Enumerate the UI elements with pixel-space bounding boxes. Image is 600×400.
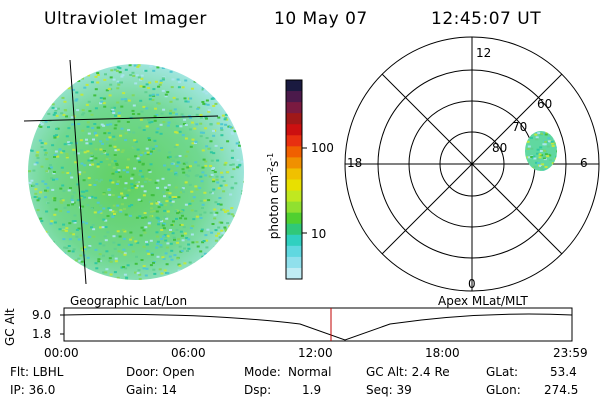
- mlt-label-0: 0: [468, 277, 476, 291]
- polar-aurora-patch: [525, 131, 557, 171]
- time-tick-1800: 18:00: [425, 346, 460, 360]
- mode-value: Normal: [288, 365, 332, 379]
- glat-value: 53.4: [550, 365, 577, 379]
- color-scale-bar: [285, 79, 303, 280]
- date-label: 10 May 07: [274, 9, 368, 29]
- orbit-ytick-9: 9.0: [32, 308, 52, 322]
- earth-disk-image: [23, 59, 244, 285]
- dsp-label: Dsp:: [244, 383, 272, 397]
- glon-label: GLon:: [486, 383, 521, 397]
- seq-info: Seq: 39: [366, 383, 412, 397]
- mlat-label-80: 80: [492, 141, 508, 155]
- colorbar-tick-10: 10: [311, 227, 327, 241]
- door-info: Door: Open: [126, 365, 195, 379]
- glon-value: 274.5: [544, 383, 579, 397]
- instrument-title: Ultraviolet Imager: [44, 9, 207, 29]
- mode-label: Mode:: [244, 365, 281, 379]
- dsp-value: 1.9: [302, 383, 322, 397]
- time-tick-1200: 12:00: [298, 346, 333, 360]
- mlat-label-60: 60: [537, 97, 553, 111]
- gc-alt-info: GC Alt: 2.4 Re: [366, 365, 450, 379]
- projection-left-label: Geographic Lat/Lon: [70, 294, 188, 308]
- orbit-ytick-1-8: 1.8: [32, 327, 52, 341]
- glat-label: GLat:: [486, 365, 519, 379]
- time-tick-0000: 00:00: [44, 346, 79, 360]
- gain-info: Gain: 14: [126, 383, 177, 397]
- filter-info: Flt: LBHL: [10, 365, 64, 379]
- colorbar-tick-100: 100: [311, 141, 334, 155]
- ip-info: IP: 36.0: [10, 383, 56, 397]
- mlt-label-6: 6: [580, 156, 588, 170]
- mlt-label-18: 18: [347, 156, 363, 170]
- mlat-label-70: 70: [512, 120, 528, 134]
- colorbar-unit-label: photon cm-2s-1: [266, 152, 281, 240]
- polar-plot: [344, 36, 600, 292]
- projection-right-label: Apex MLat/MLT: [438, 294, 528, 308]
- time-tick-2359: 23:59: [553, 346, 588, 360]
- orbit-ylabel: GC Alt: [3, 308, 17, 346]
- time-label: 12:45:07 UT: [431, 9, 542, 29]
- orbit-altitude-plot: [60, 307, 573, 342]
- mlt-label-12: 12: [476, 46, 492, 60]
- time-tick-0600: 06:00: [171, 346, 206, 360]
- colorbar-ticks: [302, 147, 307, 234]
